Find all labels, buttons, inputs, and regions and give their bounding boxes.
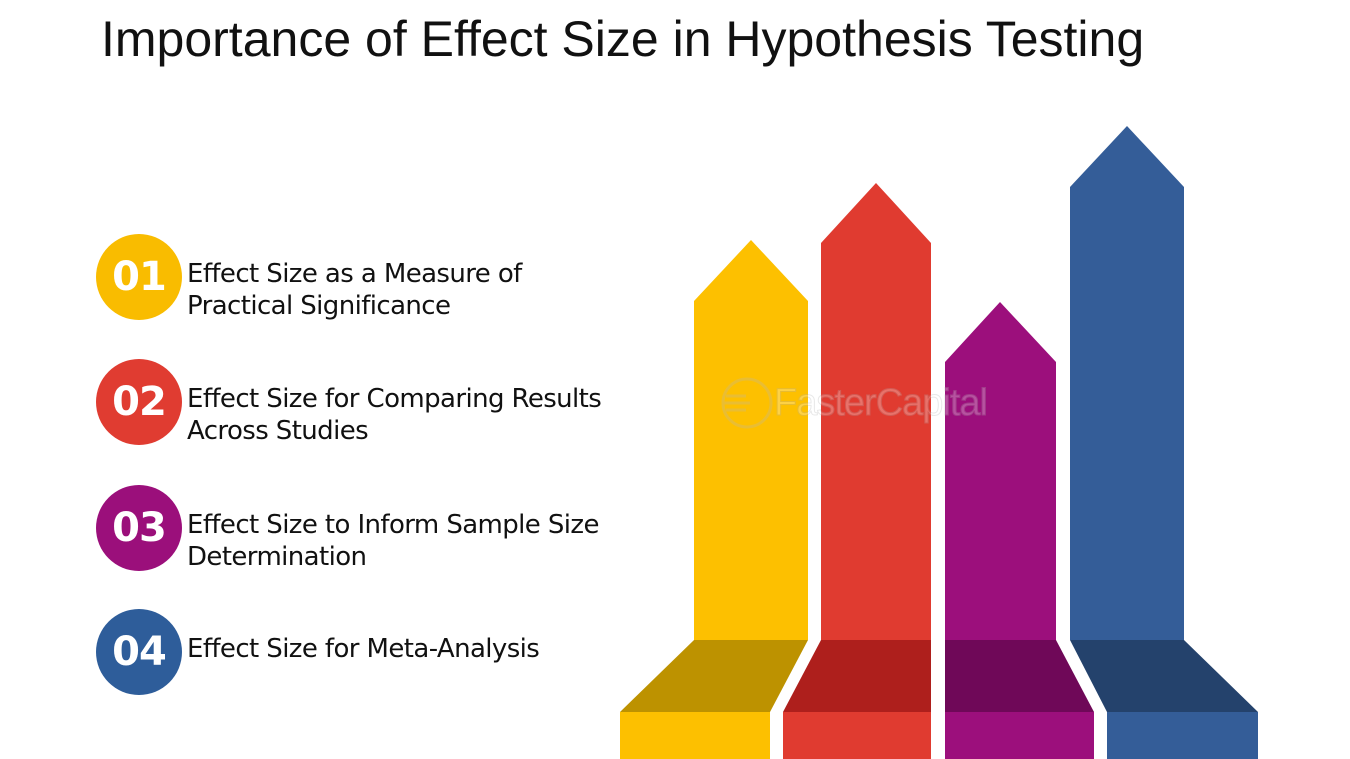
- yellow-arrow: [620, 240, 808, 759]
- list-item-02: 02 Effect Size for Comparing Results Acr…: [96, 359, 656, 449]
- page-title: Importance of Effect Size in Hypothesis …: [101, 11, 1145, 67]
- item-label-04: Effect Size for Meta-Analysis: [187, 633, 657, 665]
- item-label-03: Effect Size to Inform Sample Size Determ…: [187, 509, 657, 573]
- list-item-03: 03 Effect Size to Inform Sample Size Det…: [96, 485, 656, 575]
- item-label-line: Practical Significance: [187, 291, 451, 321]
- list-item-01: 01 Effect Size as a Measure of Practical…: [96, 234, 656, 324]
- number-badge-03: 03: [96, 485, 182, 571]
- list-item-04: 04 Effect Size for Meta-Analysis: [96, 609, 656, 699]
- item-label-line: Effect Size as a Measure of: [187, 259, 522, 289]
- item-label-line: Effect Size for Comparing Results: [187, 384, 602, 414]
- item-label-line: Across Studies: [187, 416, 369, 446]
- item-label-line: Determination: [187, 542, 367, 572]
- number-badge-04: 04: [96, 609, 182, 695]
- item-label-line: Effect Size for Meta-Analysis: [187, 634, 540, 664]
- watermark-text: FasterCapital: [774, 381, 989, 424]
- item-label-01: Effect Size as a Measure of Practical Si…: [187, 258, 657, 322]
- item-label-02: Effect Size for Comparing Results Across…: [187, 383, 657, 447]
- fastercapital-logo-icon: [721, 377, 773, 429]
- number-badge-01: 01: [96, 234, 182, 320]
- watermark: FasterCapital: [720, 376, 989, 430]
- item-label-line: Effect Size to Inform Sample Size: [187, 510, 599, 540]
- purple-arrow: [945, 302, 1094, 759]
- number-badge-02: 02: [96, 359, 182, 445]
- red-arrow: [783, 183, 931, 759]
- blue-arrow: [1070, 126, 1258, 759]
